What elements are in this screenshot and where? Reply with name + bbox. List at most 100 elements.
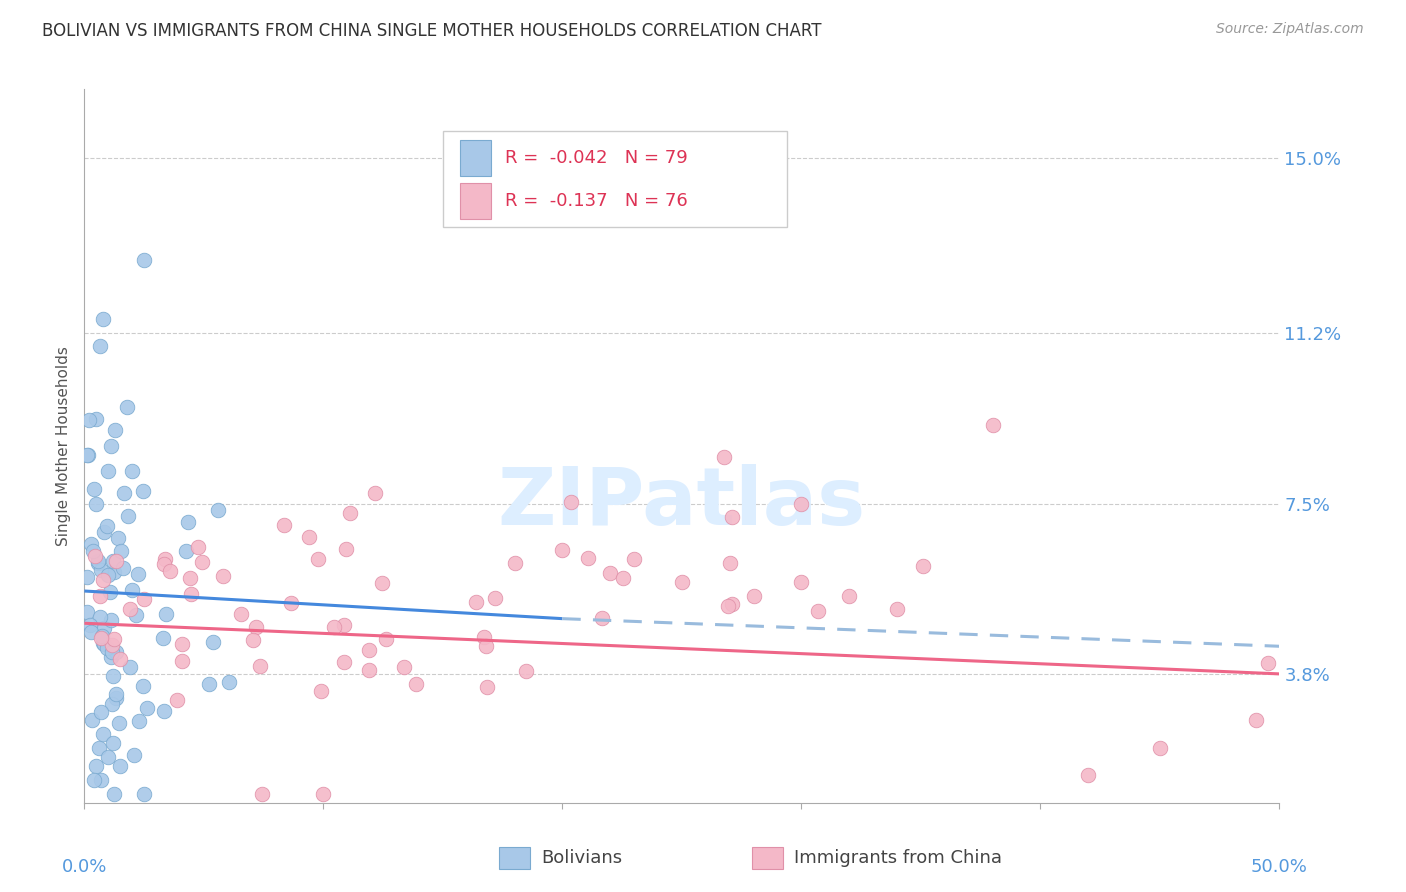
Point bbox=[179, 571, 201, 585]
Point bbox=[484, 591, 506, 606]
Point bbox=[105, 690, 128, 705]
Point bbox=[742, 589, 765, 603]
Point bbox=[127, 566, 149, 581]
Point bbox=[90, 563, 112, 577]
Point bbox=[153, 557, 176, 571]
Point bbox=[76, 448, 98, 462]
Point bbox=[101, 645, 124, 659]
Point bbox=[96, 640, 118, 655]
Point bbox=[333, 656, 356, 670]
Point bbox=[101, 638, 124, 652]
Point bbox=[211, 569, 233, 583]
Point bbox=[97, 749, 120, 764]
Point bbox=[83, 549, 105, 564]
Point bbox=[718, 557, 741, 571]
Point bbox=[122, 747, 145, 762]
Point bbox=[357, 663, 380, 677]
Point bbox=[82, 543, 104, 558]
Point bbox=[101, 736, 124, 750]
Point bbox=[117, 400, 139, 414]
Point bbox=[1244, 713, 1267, 727]
Point bbox=[131, 679, 153, 693]
Point bbox=[132, 787, 155, 801]
Point bbox=[333, 618, 356, 632]
Point bbox=[298, 530, 321, 544]
Point bbox=[713, 450, 735, 465]
Point bbox=[790, 574, 813, 589]
Point bbox=[591, 611, 613, 625]
Point bbox=[89, 589, 111, 603]
Point bbox=[242, 632, 264, 647]
Point bbox=[100, 613, 122, 627]
Point bbox=[80, 713, 103, 727]
Point bbox=[1077, 768, 1099, 782]
Point bbox=[187, 540, 209, 554]
Point bbox=[117, 508, 139, 523]
Point bbox=[273, 518, 295, 533]
Point bbox=[98, 585, 121, 599]
Point bbox=[155, 552, 177, 566]
Point bbox=[249, 658, 271, 673]
Point bbox=[90, 631, 112, 645]
Point bbox=[176, 516, 198, 530]
Point bbox=[886, 602, 908, 616]
Point bbox=[472, 630, 495, 644]
Text: BOLIVIAN VS IMMIGRANTS FROM CHINA SINGLE MOTHER HOUSEHOLDS CORRELATION CHART: BOLIVIAN VS IMMIGRANTS FROM CHINA SINGLE… bbox=[42, 22, 821, 40]
Point bbox=[790, 497, 813, 511]
Point bbox=[405, 676, 427, 690]
Point bbox=[93, 621, 115, 635]
Point bbox=[359, 643, 381, 657]
Point bbox=[91, 629, 114, 643]
Point bbox=[180, 587, 202, 601]
Point bbox=[280, 596, 302, 610]
Point bbox=[76, 605, 98, 619]
Point bbox=[131, 484, 153, 499]
Point bbox=[838, 589, 860, 603]
Point bbox=[515, 664, 537, 678]
Point bbox=[721, 510, 744, 524]
Point bbox=[371, 576, 394, 591]
Text: ZIPatlas: ZIPatlas bbox=[498, 464, 866, 542]
Point bbox=[111, 561, 134, 575]
Point bbox=[599, 566, 621, 580]
Point bbox=[551, 542, 574, 557]
Point bbox=[103, 554, 125, 568]
Text: 0.0%: 0.0% bbox=[62, 858, 107, 876]
Point bbox=[101, 697, 124, 711]
Point bbox=[245, 620, 267, 634]
Text: 50.0%: 50.0% bbox=[1251, 858, 1308, 876]
Point bbox=[80, 625, 103, 640]
Point bbox=[91, 574, 114, 588]
Point bbox=[671, 574, 693, 589]
Point bbox=[76, 570, 98, 584]
Point bbox=[93, 727, 115, 741]
Point bbox=[207, 503, 229, 517]
Point bbox=[87, 740, 110, 755]
Point bbox=[97, 568, 120, 582]
Point bbox=[84, 412, 107, 426]
Point bbox=[83, 772, 105, 787]
Point bbox=[110, 759, 132, 773]
Point bbox=[79, 536, 101, 550]
Point bbox=[1257, 656, 1279, 670]
Point bbox=[103, 787, 125, 801]
Text: R =  -0.042   N = 79: R = -0.042 N = 79 bbox=[505, 149, 688, 167]
Point bbox=[108, 651, 131, 665]
Point bbox=[104, 423, 127, 437]
Point bbox=[136, 700, 159, 714]
Point bbox=[152, 704, 174, 718]
Text: Bolivians: Bolivians bbox=[541, 849, 623, 867]
Point bbox=[170, 654, 193, 668]
Point bbox=[503, 557, 526, 571]
Point bbox=[77, 413, 100, 427]
Point bbox=[105, 645, 128, 659]
Point bbox=[363, 486, 385, 500]
Point bbox=[90, 705, 112, 719]
Point bbox=[339, 506, 361, 520]
Point bbox=[981, 418, 1004, 433]
Point bbox=[720, 597, 742, 611]
Point bbox=[105, 687, 128, 701]
Point bbox=[89, 339, 111, 353]
Point bbox=[84, 497, 107, 511]
Point bbox=[198, 677, 221, 691]
